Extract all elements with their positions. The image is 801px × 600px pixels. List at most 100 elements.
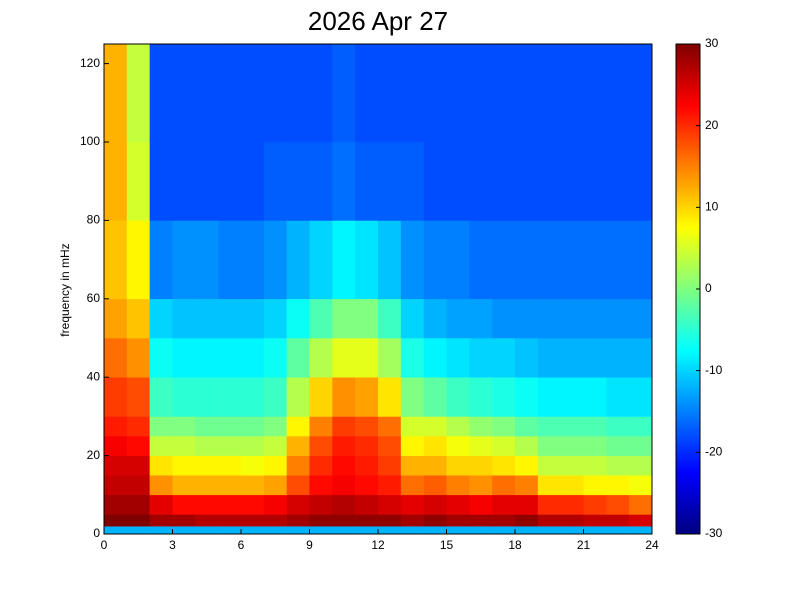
heatmap-cell xyxy=(241,338,265,378)
heatmap-cell xyxy=(286,142,310,221)
heatmap-cell xyxy=(606,526,630,535)
heatmap-cell xyxy=(378,416,402,437)
x-tick-label: 12 xyxy=(371,538,385,552)
heatmap-cell xyxy=(104,377,128,417)
heatmap-cell xyxy=(400,298,424,339)
heatmap-cell xyxy=(515,416,539,437)
heatmap-cell xyxy=(286,44,310,143)
heatmap-cell xyxy=(309,338,333,378)
heatmap-cell xyxy=(126,494,150,515)
heatmap-cell xyxy=(309,436,333,456)
heatmap-cell xyxy=(241,494,265,515)
heatmap-cell xyxy=(104,416,128,437)
heatmap-cell xyxy=(378,377,402,417)
heatmap-cell xyxy=(309,416,333,437)
heatmap-cell xyxy=(149,494,173,515)
heatmap-cell xyxy=(241,416,265,437)
heatmap-cell xyxy=(560,298,584,339)
heatmap-cell xyxy=(332,220,356,300)
heatmap-cell xyxy=(400,526,424,535)
heatmap-cell xyxy=(149,455,173,476)
heatmap-cell xyxy=(355,526,379,535)
heatmap-cell xyxy=(126,526,150,535)
heatmap-cell xyxy=(537,455,561,476)
heatmap-cell xyxy=(560,142,584,221)
heatmap-cell xyxy=(606,514,630,527)
heatmap-cell xyxy=(378,475,402,496)
heatmap-cell xyxy=(446,377,470,417)
heatmap-cell xyxy=(126,298,150,339)
heatmap-cell xyxy=(286,416,310,437)
heatmap-cell xyxy=(629,416,653,437)
heatmap-cell xyxy=(492,377,516,417)
x-tick-label: 9 xyxy=(306,538,313,552)
heatmap-cell xyxy=(309,142,333,221)
heatmap-cell xyxy=(104,494,128,515)
heatmap-cell xyxy=(286,377,310,417)
heatmap-cell xyxy=(606,220,630,300)
colorbar-tick-label: 10 xyxy=(705,200,719,214)
heatmap-cell xyxy=(606,475,630,496)
heatmap-cell xyxy=(606,416,630,437)
heatmap-cell xyxy=(332,377,356,417)
heatmap-cell xyxy=(149,436,173,456)
heatmap-cell xyxy=(423,455,447,476)
heatmap-cell xyxy=(104,526,128,535)
heatmap-cell xyxy=(195,416,219,437)
heatmap-cell xyxy=(629,220,653,300)
heatmap-cell xyxy=(378,526,402,535)
heatmap-cell xyxy=(286,514,310,527)
heatmap-cell xyxy=(423,220,447,300)
y-tick-label: 100 xyxy=(80,134,100,148)
heatmap-cell xyxy=(104,455,128,476)
heatmap-cell xyxy=(492,526,516,535)
heatmap-cell xyxy=(515,475,539,496)
heatmap-cell xyxy=(469,526,493,535)
heatmap-cell xyxy=(172,416,196,437)
heatmap-cell xyxy=(515,436,539,456)
heatmap-cell xyxy=(355,142,379,221)
heatmap-cell xyxy=(492,514,516,527)
heatmap-cell xyxy=(286,338,310,378)
heatmap-cell xyxy=(583,526,607,535)
heatmap-cell xyxy=(241,220,265,300)
heatmap-cell xyxy=(332,436,356,456)
heatmap-cell xyxy=(469,514,493,527)
heatmap-cell xyxy=(218,494,242,515)
y-tick-label: 40 xyxy=(87,369,101,383)
heatmap-cell xyxy=(400,455,424,476)
heatmap-cell xyxy=(241,377,265,417)
heatmap-cell xyxy=(400,475,424,496)
heatmap-cell xyxy=(172,526,196,535)
heatmap-cell xyxy=(332,416,356,437)
heatmap-cell xyxy=(355,436,379,456)
heatmap-cell xyxy=(218,416,242,437)
heatmap-cell xyxy=(355,338,379,378)
heatmap-cell xyxy=(218,475,242,496)
y-tick-label: 20 xyxy=(87,448,101,462)
colorbar-tick-label: -20 xyxy=(705,445,723,459)
heatmap-cell xyxy=(423,436,447,456)
heatmap-cell xyxy=(537,475,561,496)
heatmap-cell xyxy=(104,514,128,527)
colorbar-tick-label: -30 xyxy=(705,526,723,540)
heatmap-cell xyxy=(515,338,539,378)
x-tick-label: 15 xyxy=(440,538,454,552)
heatmap-cell xyxy=(446,416,470,437)
heatmap-cell xyxy=(423,416,447,437)
heatmap-cell xyxy=(263,475,287,496)
heatmap-cell xyxy=(218,526,242,535)
heatmap-cell xyxy=(378,455,402,476)
heatmap-cell xyxy=(492,475,516,496)
heatmap-cell xyxy=(469,220,493,300)
heatmap-cell xyxy=(286,455,310,476)
chart-title: 2026 Apr 27 xyxy=(308,6,448,36)
x-tick-label: 24 xyxy=(645,538,659,552)
heatmap-cell xyxy=(218,220,242,300)
heatmap-cell xyxy=(149,220,173,300)
heatmap-cell xyxy=(423,526,447,535)
heatmap-cell xyxy=(515,298,539,339)
heatmap-cell xyxy=(515,494,539,515)
heatmap-cell xyxy=(195,475,219,496)
